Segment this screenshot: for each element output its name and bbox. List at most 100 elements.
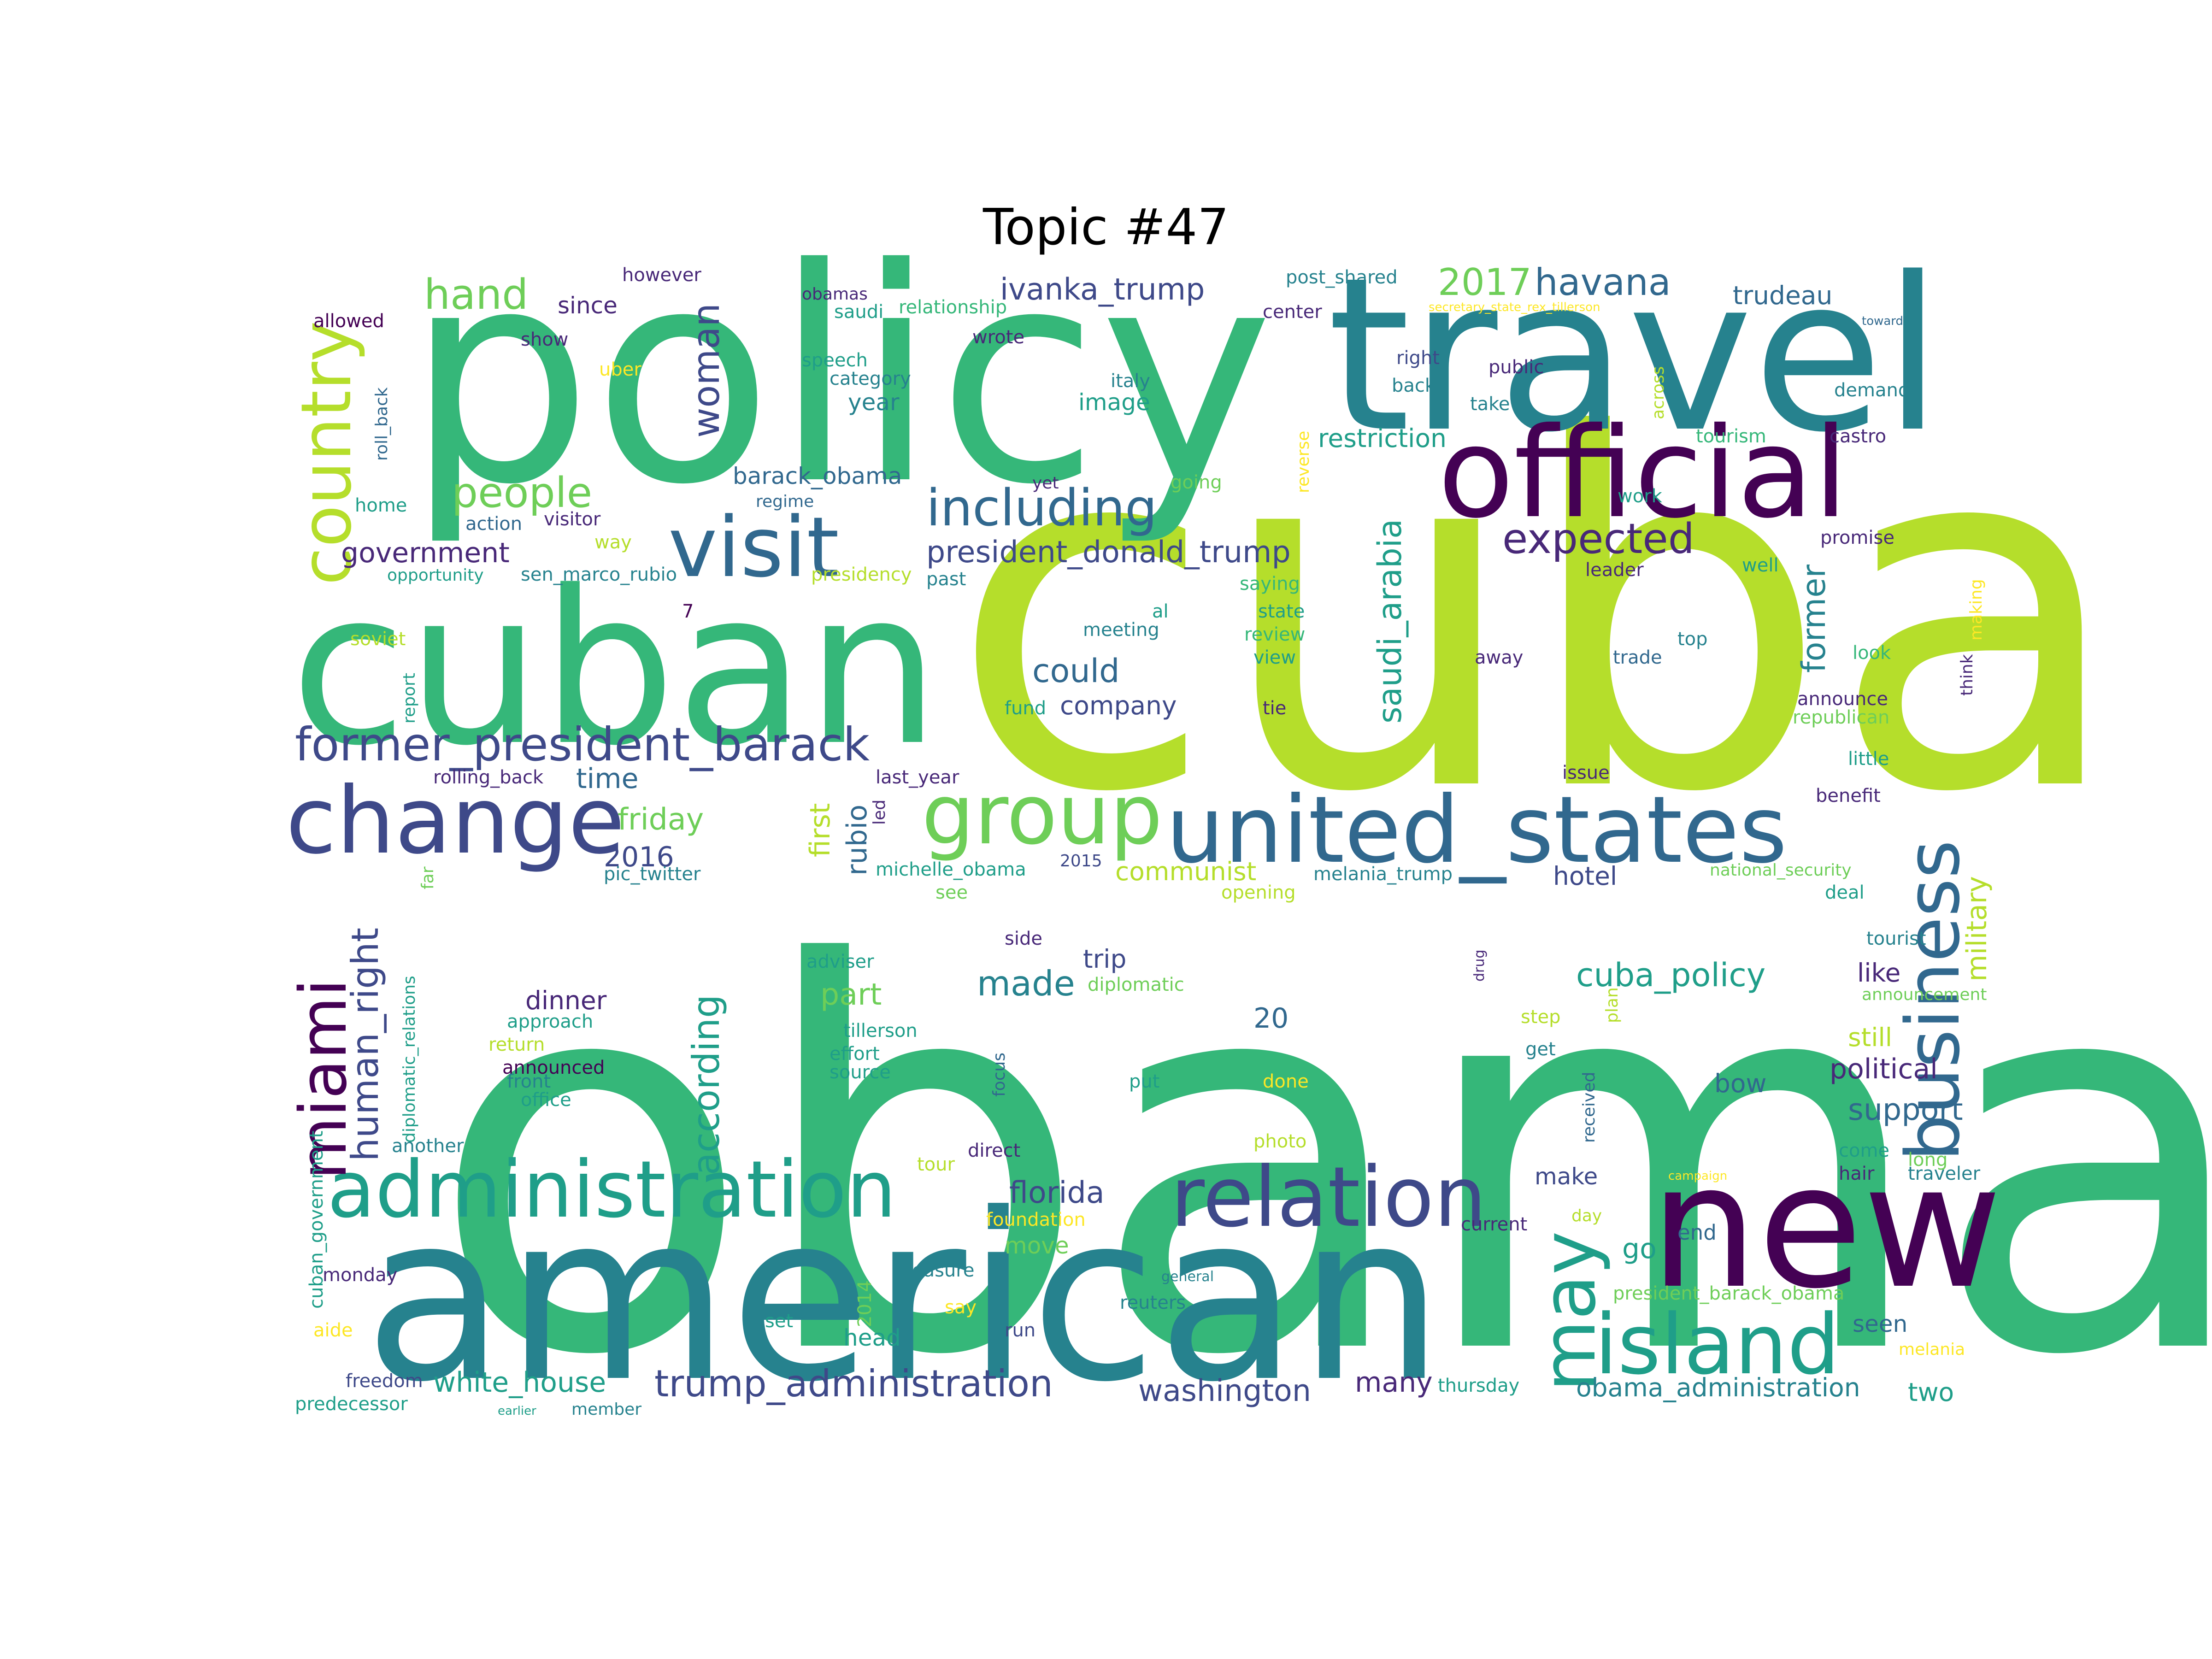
word-relationship: relationship xyxy=(899,297,1007,318)
word-general: general xyxy=(1161,1269,1214,1285)
word-policy: policy xyxy=(406,206,1274,549)
word-action: action xyxy=(465,513,522,535)
word-restriction: restriction xyxy=(1318,424,1447,453)
word-campaign: campaign xyxy=(1668,1169,1727,1183)
word-obama-administration: obama_administration xyxy=(1576,1373,1860,1402)
word-still: still xyxy=(1848,1023,1892,1052)
word-work: work xyxy=(1618,486,1663,507)
word-hand: hand xyxy=(424,271,528,319)
word-like: like xyxy=(1857,958,1900,988)
word-country: country xyxy=(287,321,367,585)
word-announce: announce xyxy=(1797,688,1888,710)
word-come: come xyxy=(1839,1140,1889,1161)
word-move: move xyxy=(1005,1232,1069,1259)
word-yet: yet xyxy=(1032,474,1059,493)
word-head: head xyxy=(843,1324,901,1351)
word-united-states: united_states xyxy=(1166,777,1787,884)
word-earlier: earlier xyxy=(498,1404,536,1418)
word-report: report xyxy=(400,673,419,724)
word-regime: regime xyxy=(756,492,814,511)
word-toward: toward xyxy=(1862,314,1903,328)
word-diplomatic-relations: diplomatic_relations xyxy=(400,976,419,1143)
word-soviet: soviet xyxy=(350,629,406,650)
word-effort: effort xyxy=(830,1043,880,1065)
word-according: according xyxy=(685,994,728,1175)
word-promise: promise xyxy=(1820,527,1894,548)
word-government: government xyxy=(341,537,510,569)
word-foundation: foundation xyxy=(986,1209,1086,1230)
word-dinner: dinner xyxy=(525,986,607,1015)
word-last-year: last_year xyxy=(876,767,959,788)
word-direct: direct xyxy=(968,1140,1020,1161)
word-home: home xyxy=(355,495,407,516)
word-review: review xyxy=(1244,624,1305,645)
word-saudi: saudi xyxy=(834,301,883,323)
word-trudeau: trudeau xyxy=(1733,281,1832,310)
word-florida: florida xyxy=(1009,1176,1105,1210)
word-2014: 2014 xyxy=(854,1280,876,1327)
word-rolling-back: rolling_back xyxy=(433,767,544,788)
word-tour: tour xyxy=(917,1154,955,1175)
word-center: center xyxy=(1263,301,1322,323)
word-time: time xyxy=(576,763,639,795)
word-hotel: hotel xyxy=(1553,861,1617,891)
word-ivanka-trump: ivanka_trump xyxy=(1000,272,1205,307)
word-former: former xyxy=(1795,565,1833,673)
word-leader: leader xyxy=(1585,559,1644,581)
word-travel: travel xyxy=(1327,232,1942,479)
word-island: island xyxy=(1594,1297,1840,1393)
word-put: put xyxy=(1129,1071,1159,1092)
word-well: well xyxy=(1742,555,1779,576)
word-member: member xyxy=(571,1400,641,1419)
word-change: change xyxy=(286,767,625,875)
word-return: return xyxy=(488,1034,545,1055)
word-republican: republican xyxy=(1793,707,1889,728)
word-image: image xyxy=(1078,389,1150,416)
word-current: current xyxy=(1461,1214,1527,1235)
word-administration: administration xyxy=(327,1144,896,1235)
word-take: take xyxy=(1470,394,1510,415)
word-cuba-policy: cuba_policy xyxy=(1576,956,1765,994)
word-saying: saying xyxy=(1240,573,1300,594)
word-company: company xyxy=(1060,691,1177,720)
word-including: including xyxy=(926,478,1157,537)
word-business: business xyxy=(1890,840,1976,1161)
word-tourism: tourism xyxy=(1696,426,1766,447)
word-back: back xyxy=(1392,375,1436,396)
word-year: year xyxy=(848,389,900,416)
word-al: al xyxy=(1152,601,1169,622)
word-president-barack-obama: president_barack_obama xyxy=(1613,1283,1844,1304)
word-2016: 2016 xyxy=(604,841,674,873)
word-saudi-arabia: saudi_arabia xyxy=(1371,519,1409,724)
word-presidency: presidency xyxy=(811,564,912,585)
word-may: may xyxy=(1526,1231,1612,1392)
word-far: far xyxy=(418,866,437,889)
word-first: first xyxy=(804,803,836,857)
word-president-donald-trump: president_donald_trump xyxy=(926,535,1291,570)
word-predecessor: predecessor xyxy=(295,1394,408,1415)
word-white-house: white_house xyxy=(433,1366,606,1399)
word-allowed: allowed xyxy=(313,311,384,332)
word-freedom: freedom xyxy=(346,1371,423,1392)
word-done: done xyxy=(1263,1071,1309,1092)
word-announced: announced xyxy=(502,1057,605,1078)
word-former-president-barack: former_president_barack xyxy=(295,718,870,771)
word-measure: measure xyxy=(894,1260,974,1281)
word-official: official xyxy=(1438,400,1848,546)
word-tillerson: tillerson xyxy=(843,1020,918,1041)
word-seen: seen xyxy=(1853,1311,1907,1337)
word-political: political xyxy=(1830,1053,1938,1085)
word-trump-administration: trump_administration xyxy=(654,1362,1053,1405)
word-say: say xyxy=(945,1297,977,1318)
word-made: made xyxy=(977,963,1075,1004)
word-public: public xyxy=(1488,357,1544,378)
word-state: state xyxy=(1258,601,1305,622)
word-making: making xyxy=(1967,579,1986,641)
word-benefit: benefit xyxy=(1816,785,1881,806)
word-issue: issue xyxy=(1562,762,1610,783)
word-tourist: tourist xyxy=(1866,928,1926,949)
word-think: think xyxy=(1958,654,1977,696)
word-step: step xyxy=(1521,1006,1561,1028)
word-look: look xyxy=(1853,642,1891,664)
word-way: way xyxy=(594,532,632,553)
